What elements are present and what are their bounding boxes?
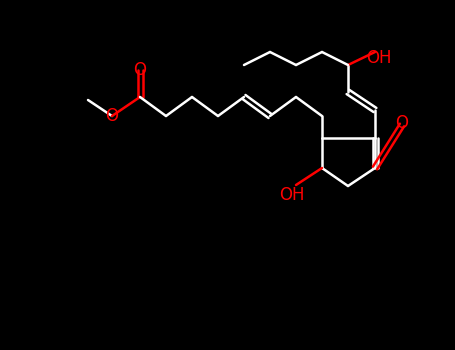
Text: O: O — [133, 61, 147, 79]
Text: OH: OH — [279, 186, 305, 204]
Text: O: O — [395, 114, 409, 132]
Text: O: O — [106, 107, 118, 125]
Text: OH: OH — [366, 49, 392, 67]
